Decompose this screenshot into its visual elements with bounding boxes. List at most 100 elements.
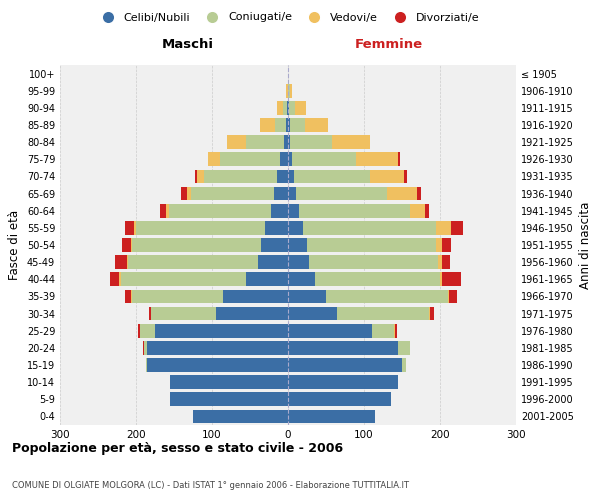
Bar <box>356 152 398 166</box>
Bar <box>110 272 119 286</box>
Bar <box>449 290 457 304</box>
Bar <box>439 256 442 269</box>
Bar <box>128 256 257 269</box>
Bar <box>284 136 288 149</box>
Bar <box>309 256 439 269</box>
Bar <box>428 306 430 320</box>
Bar <box>307 238 436 252</box>
Bar <box>125 290 131 304</box>
Bar <box>296 186 387 200</box>
Bar <box>286 118 288 132</box>
Text: Popolazione per età, sesso e stato civile - 2006: Popolazione per età, sesso e stato civil… <box>12 442 343 455</box>
Bar <box>295 101 306 114</box>
Bar <box>143 341 148 354</box>
Bar <box>288 136 290 149</box>
Bar <box>277 101 283 114</box>
Y-axis label: Anni di nascita: Anni di nascita <box>579 202 592 288</box>
Bar <box>257 256 288 269</box>
Bar <box>138 324 140 338</box>
Bar <box>136 221 265 234</box>
Bar <box>170 376 288 389</box>
Bar <box>332 136 370 149</box>
Bar <box>181 186 187 200</box>
Bar <box>187 186 191 200</box>
Bar <box>288 256 309 269</box>
Bar <box>220 152 280 166</box>
Bar <box>286 84 288 98</box>
Bar <box>288 170 294 183</box>
Bar <box>274 186 288 200</box>
Bar <box>288 152 292 166</box>
Bar <box>314 272 440 286</box>
Bar <box>436 221 451 234</box>
Bar <box>417 186 421 200</box>
Bar <box>442 272 461 286</box>
Bar <box>127 256 128 269</box>
Bar <box>402 358 406 372</box>
Bar <box>216 306 288 320</box>
Bar <box>125 221 134 234</box>
Bar <box>442 256 450 269</box>
Bar <box>387 186 417 200</box>
Bar <box>115 256 127 269</box>
Bar <box>371 324 394 338</box>
Bar <box>191 186 274 200</box>
Bar <box>290 118 305 132</box>
Bar <box>227 136 246 149</box>
Y-axis label: Fasce di età: Fasce di età <box>8 210 21 280</box>
Bar <box>326 290 448 304</box>
Legend: Celibi/Nubili, Coniugati/e, Vedovi/e, Divorziati/e: Celibi/Nubili, Coniugati/e, Vedovi/e, Di… <box>92 8 484 27</box>
Bar <box>193 410 288 424</box>
Bar <box>155 324 288 338</box>
Bar <box>288 376 398 389</box>
Bar <box>288 272 314 286</box>
Bar <box>303 221 436 234</box>
Bar <box>288 238 307 252</box>
Bar <box>132 238 262 252</box>
Bar <box>288 392 391 406</box>
Bar <box>195 170 197 183</box>
Bar <box>208 152 220 166</box>
Bar <box>277 170 288 183</box>
Bar <box>289 101 295 114</box>
Bar <box>288 186 296 200</box>
Bar <box>425 204 428 218</box>
Bar <box>430 306 434 320</box>
Text: COMUNE DI OLGIATE MOLGORA (LC) - Dati ISTAT 1° gennaio 2006 - Elaborazione TUTTI: COMUNE DI OLGIATE MOLGORA (LC) - Dati IS… <box>12 481 409 490</box>
Bar <box>260 118 275 132</box>
Bar <box>121 272 246 286</box>
Bar <box>288 84 290 98</box>
Bar <box>146 358 148 372</box>
Bar <box>148 341 288 354</box>
Bar <box>436 238 442 252</box>
Bar <box>394 324 395 338</box>
Text: Maschi: Maschi <box>161 38 214 51</box>
Bar <box>275 118 286 132</box>
Bar <box>265 221 288 234</box>
Bar <box>292 152 356 166</box>
Bar <box>290 84 292 98</box>
Bar <box>122 238 131 252</box>
Bar <box>148 358 288 372</box>
Bar <box>280 152 288 166</box>
Bar <box>288 204 299 218</box>
Bar <box>448 290 449 304</box>
Bar <box>288 101 289 114</box>
Bar <box>166 204 169 218</box>
Bar <box>290 136 332 149</box>
Bar <box>140 324 155 338</box>
Bar <box>398 341 410 354</box>
Bar <box>149 306 151 320</box>
Bar <box>131 290 132 304</box>
Bar <box>246 272 288 286</box>
Bar <box>170 392 288 406</box>
Bar <box>337 306 428 320</box>
Bar <box>288 410 376 424</box>
Bar <box>287 101 288 114</box>
Bar <box>262 238 288 252</box>
Bar <box>288 306 337 320</box>
Bar <box>271 204 288 218</box>
Bar <box>299 204 410 218</box>
Bar <box>288 341 398 354</box>
Bar <box>169 204 271 218</box>
